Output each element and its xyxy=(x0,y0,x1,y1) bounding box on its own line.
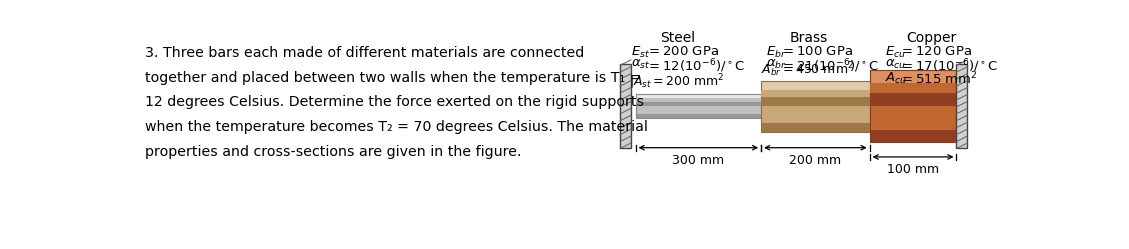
Text: $A_\mathit{br} = 450\ \mathrm{mm}^2$: $A_\mathit{br} = 450\ \mathrm{mm}^2$ xyxy=(761,61,855,79)
Text: $E_\mathit{st}$: $E_\mathit{st}$ xyxy=(631,45,650,60)
Text: $= 21(10^{-6})/{}^\circ\mathrm{C}$: $= 21(10^{-6})/{}^\circ\mathrm{C}$ xyxy=(780,58,879,75)
Text: properties and cross-sections are given in the figure.: properties and cross-sections are given … xyxy=(145,145,522,159)
Text: $= 17(10^{-6})/{}^\circ\mathrm{C}$: $= 17(10^{-6})/{}^\circ\mathrm{C}$ xyxy=(899,58,998,75)
Bar xyxy=(636,106,761,114)
Text: $= 12(10^{-6})/{}^\circ\mathrm{C}$: $= 12(10^{-6})/{}^\circ\mathrm{C}$ xyxy=(646,58,745,75)
Text: $E_\mathit{cu}$: $E_\mathit{cu}$ xyxy=(885,45,907,60)
Bar xyxy=(869,106,956,130)
Text: 200 mm: 200 mm xyxy=(789,154,841,167)
Bar xyxy=(761,81,869,131)
Text: when the temperature becomes T₂ = 70 degrees Celsius. The material: when the temperature becomes T₂ = 70 deg… xyxy=(145,120,648,134)
Bar xyxy=(956,64,968,148)
Bar xyxy=(869,70,956,99)
Bar xyxy=(636,94,761,119)
Text: 300 mm: 300 mm xyxy=(672,154,725,167)
Text: Brass: Brass xyxy=(790,31,829,45)
Bar xyxy=(869,93,956,106)
Bar xyxy=(761,81,869,101)
Bar xyxy=(636,98,761,102)
Bar xyxy=(869,70,956,142)
Text: $= 100\ \mathrm{GPa}$: $= 100\ \mathrm{GPa}$ xyxy=(780,45,852,58)
Text: Copper: Copper xyxy=(907,31,956,45)
Text: 12 degrees Celsius. Determine the force exerted on the rigid supports: 12 degrees Celsius. Determine the force … xyxy=(145,95,644,109)
Text: $= 200\ \mathrm{GPa}$: $= 200\ \mathrm{GPa}$ xyxy=(646,45,719,58)
Bar xyxy=(761,97,869,106)
Text: $A_\mathit{cu}$: $A_\mathit{cu}$ xyxy=(885,71,908,86)
Bar xyxy=(636,102,761,106)
Text: $= 515\ \mathrm{mm}^2$: $= 515\ \mathrm{mm}^2$ xyxy=(899,71,978,87)
Text: $E_\mathit{br}$: $E_\mathit{br}$ xyxy=(765,45,786,60)
Text: $= 120\ \mathrm{GPa}$: $= 120\ \mathrm{GPa}$ xyxy=(899,45,972,58)
Text: 3. Three bars each made of different materials are connected: 3. Three bars each made of different mat… xyxy=(145,46,584,60)
Text: $|A_\mathit{st} = 200\ \mathrm{mm}^2$: $|A_\mathit{st} = 200\ \mathrm{mm}^2$ xyxy=(629,72,725,91)
Bar xyxy=(869,130,956,142)
Bar xyxy=(761,123,869,131)
Text: together and placed between two walls when the temperature is T₁ =: together and placed between two walls wh… xyxy=(145,71,641,85)
Bar xyxy=(636,94,761,104)
Bar xyxy=(636,114,761,119)
Text: 100 mm: 100 mm xyxy=(887,163,939,176)
Text: Steel: Steel xyxy=(659,31,695,45)
Text: $\alpha_\mathit{st}$: $\alpha_\mathit{st}$ xyxy=(631,58,650,71)
Text: $\alpha_\mathit{cu}$: $\alpha_\mathit{cu}$ xyxy=(885,58,907,71)
Bar xyxy=(620,64,631,148)
Bar xyxy=(761,90,869,97)
Bar xyxy=(761,106,869,123)
Text: $\alpha_\mathit{br}$: $\alpha_\mathit{br}$ xyxy=(765,58,787,71)
Bar xyxy=(869,83,956,93)
